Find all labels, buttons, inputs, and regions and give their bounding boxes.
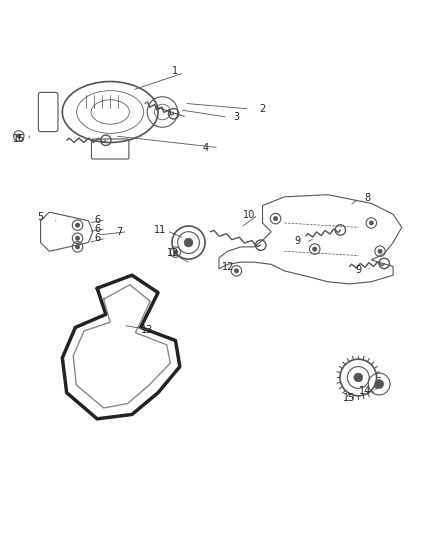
Text: 8: 8	[364, 193, 370, 203]
Circle shape	[173, 250, 177, 254]
Circle shape	[273, 216, 278, 221]
Circle shape	[75, 223, 80, 227]
Text: 12: 12	[222, 262, 234, 272]
Text: 4: 4	[203, 143, 209, 152]
Circle shape	[369, 221, 374, 225]
Text: 6: 6	[94, 215, 100, 225]
Text: 12: 12	[167, 248, 180, 259]
Circle shape	[234, 269, 239, 273]
Text: 6: 6	[94, 233, 100, 243]
Circle shape	[354, 373, 363, 382]
Text: 2: 2	[259, 104, 266, 114]
Circle shape	[75, 236, 80, 240]
Text: 5: 5	[37, 212, 44, 222]
Circle shape	[313, 247, 317, 251]
Circle shape	[75, 245, 80, 249]
Circle shape	[378, 249, 382, 253]
Text: 3: 3	[233, 112, 240, 122]
Text: 14: 14	[359, 385, 371, 395]
Circle shape	[17, 134, 21, 138]
Text: 11: 11	[154, 224, 166, 235]
Circle shape	[375, 379, 384, 389]
Text: 15: 15	[343, 393, 356, 403]
Text: 9: 9	[355, 264, 361, 274]
Text: 1: 1	[173, 66, 179, 76]
Text: 10: 10	[244, 210, 256, 220]
Circle shape	[184, 238, 193, 247]
Text: 7: 7	[116, 227, 122, 237]
Text: 13: 13	[141, 325, 153, 335]
Text: 6: 6	[94, 224, 100, 233]
Text: 16: 16	[13, 134, 25, 144]
Text: 9: 9	[294, 236, 300, 246]
